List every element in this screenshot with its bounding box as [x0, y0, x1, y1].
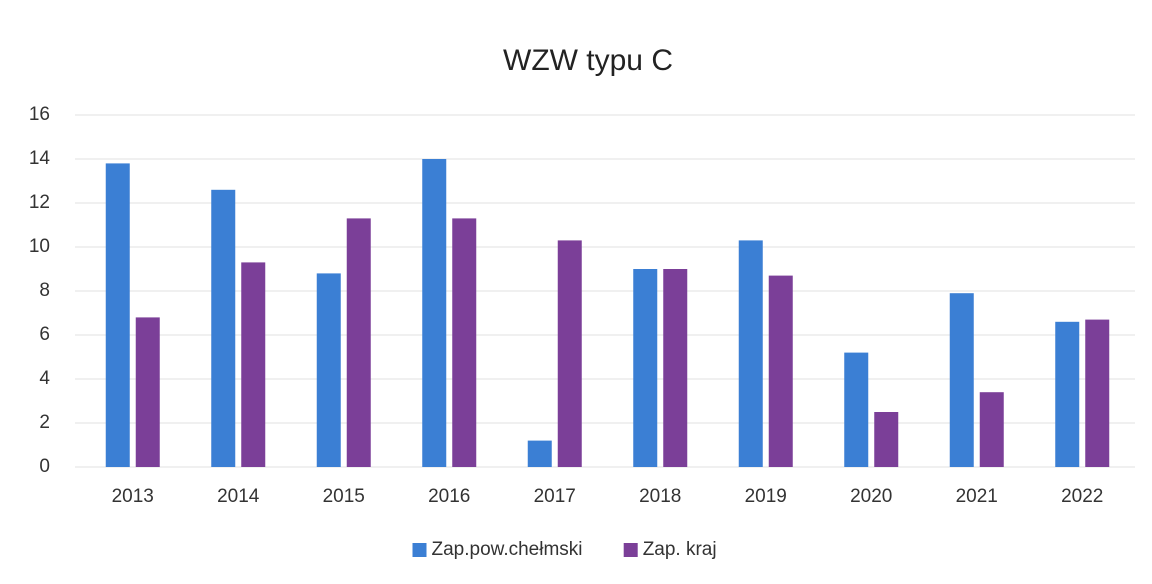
bar: [844, 352, 869, 467]
y-tick-label: 8: [39, 280, 50, 301]
y-tick-label: 4: [39, 368, 50, 389]
bar: [949, 293, 974, 467]
x-tick-label: 2017: [534, 486, 576, 507]
chart-title: WZW typu C: [503, 44, 673, 77]
y-tick-label: 10: [29, 236, 50, 257]
legend-swatch: [623, 543, 638, 557]
legend-swatch: [412, 543, 427, 557]
y-tick-label: 0: [39, 456, 50, 477]
x-tick-label: 2013: [112, 486, 154, 507]
bar: [452, 218, 477, 467]
x-tick-label: 2015: [323, 486, 365, 507]
y-tick-label: 16: [29, 104, 50, 125]
y-tick-label: 2: [39, 412, 50, 433]
bar: [135, 317, 160, 467]
y-tick-label: 12: [29, 192, 50, 213]
bar: [1055, 321, 1080, 467]
bar: [422, 159, 447, 467]
bar: [738, 240, 763, 467]
legend-label: Zap.pow.chełmski: [432, 539, 583, 560]
x-tick-label: 2014: [217, 486, 260, 507]
x-tick-label: 2016: [428, 486, 470, 507]
x-tick-label: 2018: [639, 486, 681, 507]
legend-label: Zap. kraj: [643, 539, 717, 560]
x-tick-label: 2021: [956, 486, 998, 507]
bar: [633, 269, 658, 467]
x-tick-label: 2019: [745, 486, 787, 507]
bar: [346, 218, 371, 467]
x-tick-label: 2022: [1061, 486, 1103, 507]
x-tick-label: 2020: [850, 486, 892, 507]
bar: [316, 273, 341, 467]
bar: [663, 269, 688, 467]
y-tick-label: 6: [39, 324, 50, 345]
bar: [557, 240, 582, 467]
bar: [105, 163, 130, 467]
bar: [979, 392, 1004, 467]
bar: [874, 412, 899, 467]
bar: [1085, 319, 1110, 467]
y-tick-label: 14: [29, 148, 51, 169]
bar: [211, 189, 236, 468]
bar: [527, 440, 552, 467]
bar: [241, 262, 266, 467]
bar: [768, 275, 793, 467]
